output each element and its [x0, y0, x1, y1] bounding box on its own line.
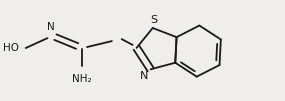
Text: S: S — [150, 15, 157, 25]
Text: HO: HO — [3, 43, 19, 53]
Text: N: N — [140, 71, 148, 81]
Text: N: N — [46, 22, 54, 32]
Text: NH₂: NH₂ — [72, 74, 92, 84]
